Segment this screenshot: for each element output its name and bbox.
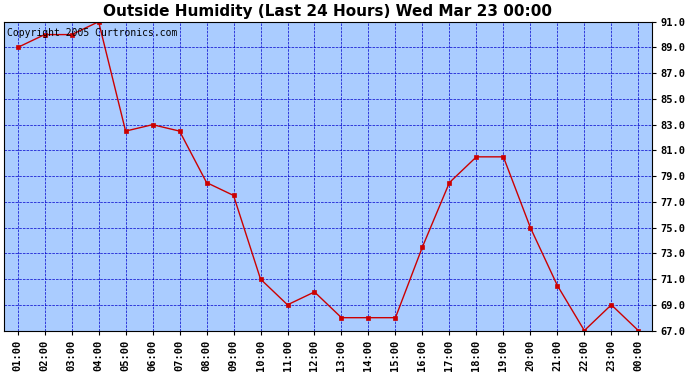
Text: Copyright 2005 Curtronics.com: Copyright 2005 Curtronics.com xyxy=(8,28,178,38)
Title: Outside Humidity (Last 24 Hours) Wed Mar 23 00:00: Outside Humidity (Last 24 Hours) Wed Mar… xyxy=(104,4,553,19)
